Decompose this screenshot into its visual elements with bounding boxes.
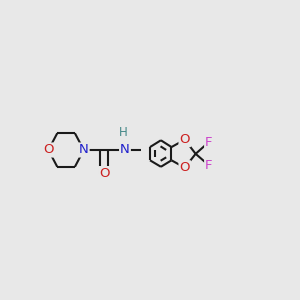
- Text: N: N: [120, 143, 130, 157]
- Text: F: F: [205, 159, 213, 172]
- Text: H: H: [119, 126, 128, 139]
- Text: N: N: [79, 143, 88, 157]
- Text: O: O: [179, 161, 190, 174]
- Text: O: O: [179, 133, 190, 146]
- Text: O: O: [99, 167, 110, 180]
- Text: O: O: [43, 143, 54, 157]
- Text: F: F: [205, 136, 213, 148]
